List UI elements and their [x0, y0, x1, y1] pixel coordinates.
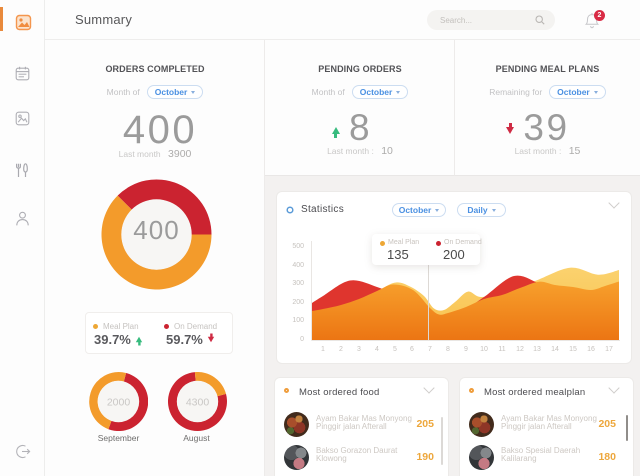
svg-text:4300: 4300: [185, 397, 209, 409]
svg-text:400: 400: [133, 215, 179, 245]
svg-text:2000: 2000: [107, 397, 131, 409]
